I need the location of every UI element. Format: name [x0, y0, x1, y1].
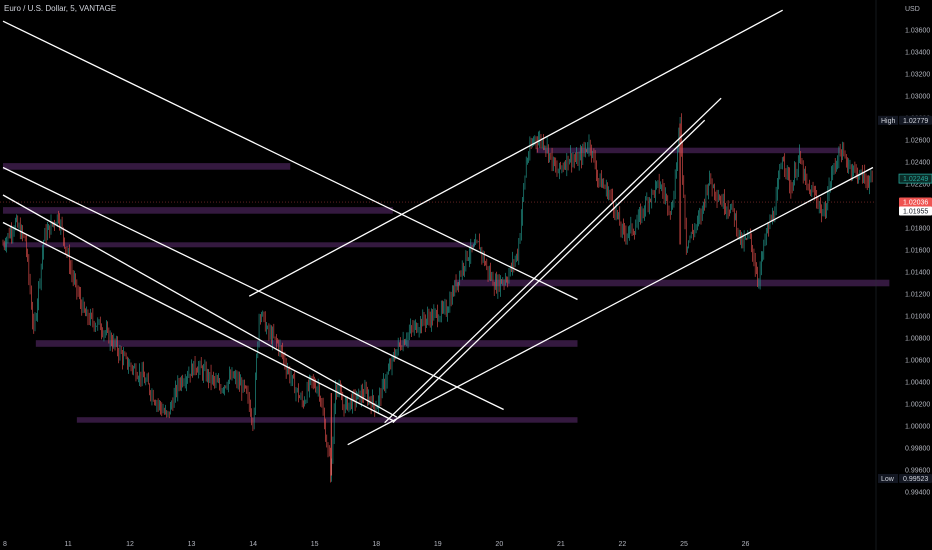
low-tag-label: Low: [881, 476, 895, 483]
x-tick-label: 22: [619, 541, 627, 548]
y-tick-label: 1.00600: [905, 358, 930, 365]
y-tick-label: 1.02200: [905, 182, 930, 189]
x-tick-label: 14: [249, 541, 257, 548]
support-resistance-zone: [3, 207, 393, 214]
x-tick-label: 26: [742, 541, 750, 548]
high-tag-value: 1.02779: [903, 118, 928, 125]
y-tick-label: 1.03400: [905, 50, 930, 57]
y-tick-label: 1.03000: [905, 94, 930, 101]
x-tick-label: 12: [126, 541, 134, 548]
white-price-tag-bg: [899, 206, 932, 216]
low-tag-label-bg: [878, 473, 898, 483]
y-tick-label: 1.00200: [905, 402, 930, 409]
y-tick-label: 1.01200: [905, 292, 930, 299]
support-resistance-zone: [35, 340, 578, 347]
y-tick-label: 1.00000: [905, 424, 930, 431]
high-tag-label: High: [881, 118, 896, 125]
y-tick-label: 1.03200: [905, 72, 930, 79]
y-tick-label: 1.00400: [905, 380, 930, 387]
x-tick-label: 18: [372, 541, 380, 548]
currency-label: USD: [905, 6, 920, 13]
trendline: [248, 9, 783, 297]
low-tag-bg: [899, 473, 932, 483]
support-resistance-zone: [3, 242, 475, 248]
support-resistance-zone: [454, 279, 890, 287]
x-tick-label: 19: [434, 541, 442, 548]
y-tick-label: 1.01000: [905, 314, 930, 321]
trendline: [392, 119, 706, 424]
trendline: [347, 166, 874, 446]
y-tick-label: 1.03600: [905, 28, 930, 35]
trendline: [2, 20, 578, 301]
trendline: [2, 194, 398, 418]
y-tick-label: 1.01600: [905, 248, 930, 255]
last-green-tag-value: 1.02249: [903, 176, 928, 183]
low-tag-value: 0.99523: [903, 476, 928, 483]
high-tag-bg: [899, 115, 932, 125]
trendline: [384, 97, 722, 424]
last-green-tag-bg: [899, 174, 932, 184]
symbol-title: Euro / U.S. Dollar, 5, VANTAGE: [4, 4, 117, 13]
x-tick-label: 25: [680, 541, 688, 548]
high-tag-label-bg: [878, 115, 898, 125]
x-tick-label: 20: [495, 541, 503, 548]
white-price-tag-value: 1.01955: [903, 208, 928, 215]
x-tick-label: 8: [3, 541, 7, 548]
support-resistance-zone: [536, 147, 841, 154]
y-tick-label: 0.99800: [905, 446, 930, 453]
y-tick-label: 1.02400: [905, 160, 930, 167]
y-tick-label: 1.02600: [905, 138, 930, 145]
y-tick-label: 0.99600: [905, 468, 930, 475]
last-green-outline: [898, 173, 932, 184]
y-tick-label: 1.00800: [905, 336, 930, 343]
trendline: [2, 221, 394, 422]
x-tick-label: 13: [188, 541, 196, 548]
y-tick-label: 1.01400: [905, 270, 930, 277]
x-tick-label: 11: [65, 541, 72, 548]
y-tick-label: 1.01800: [905, 226, 930, 233]
support-resistance-zone: [3, 163, 291, 170]
current-price-tag-value: 1.02036: [903, 200, 928, 207]
x-tick-label: 15: [311, 541, 319, 548]
x-tick-label: 21: [557, 541, 565, 548]
support-resistance-zone: [76, 417, 578, 423]
y-tick-label: 0.99400: [905, 490, 930, 497]
trendline: [2, 166, 504, 411]
